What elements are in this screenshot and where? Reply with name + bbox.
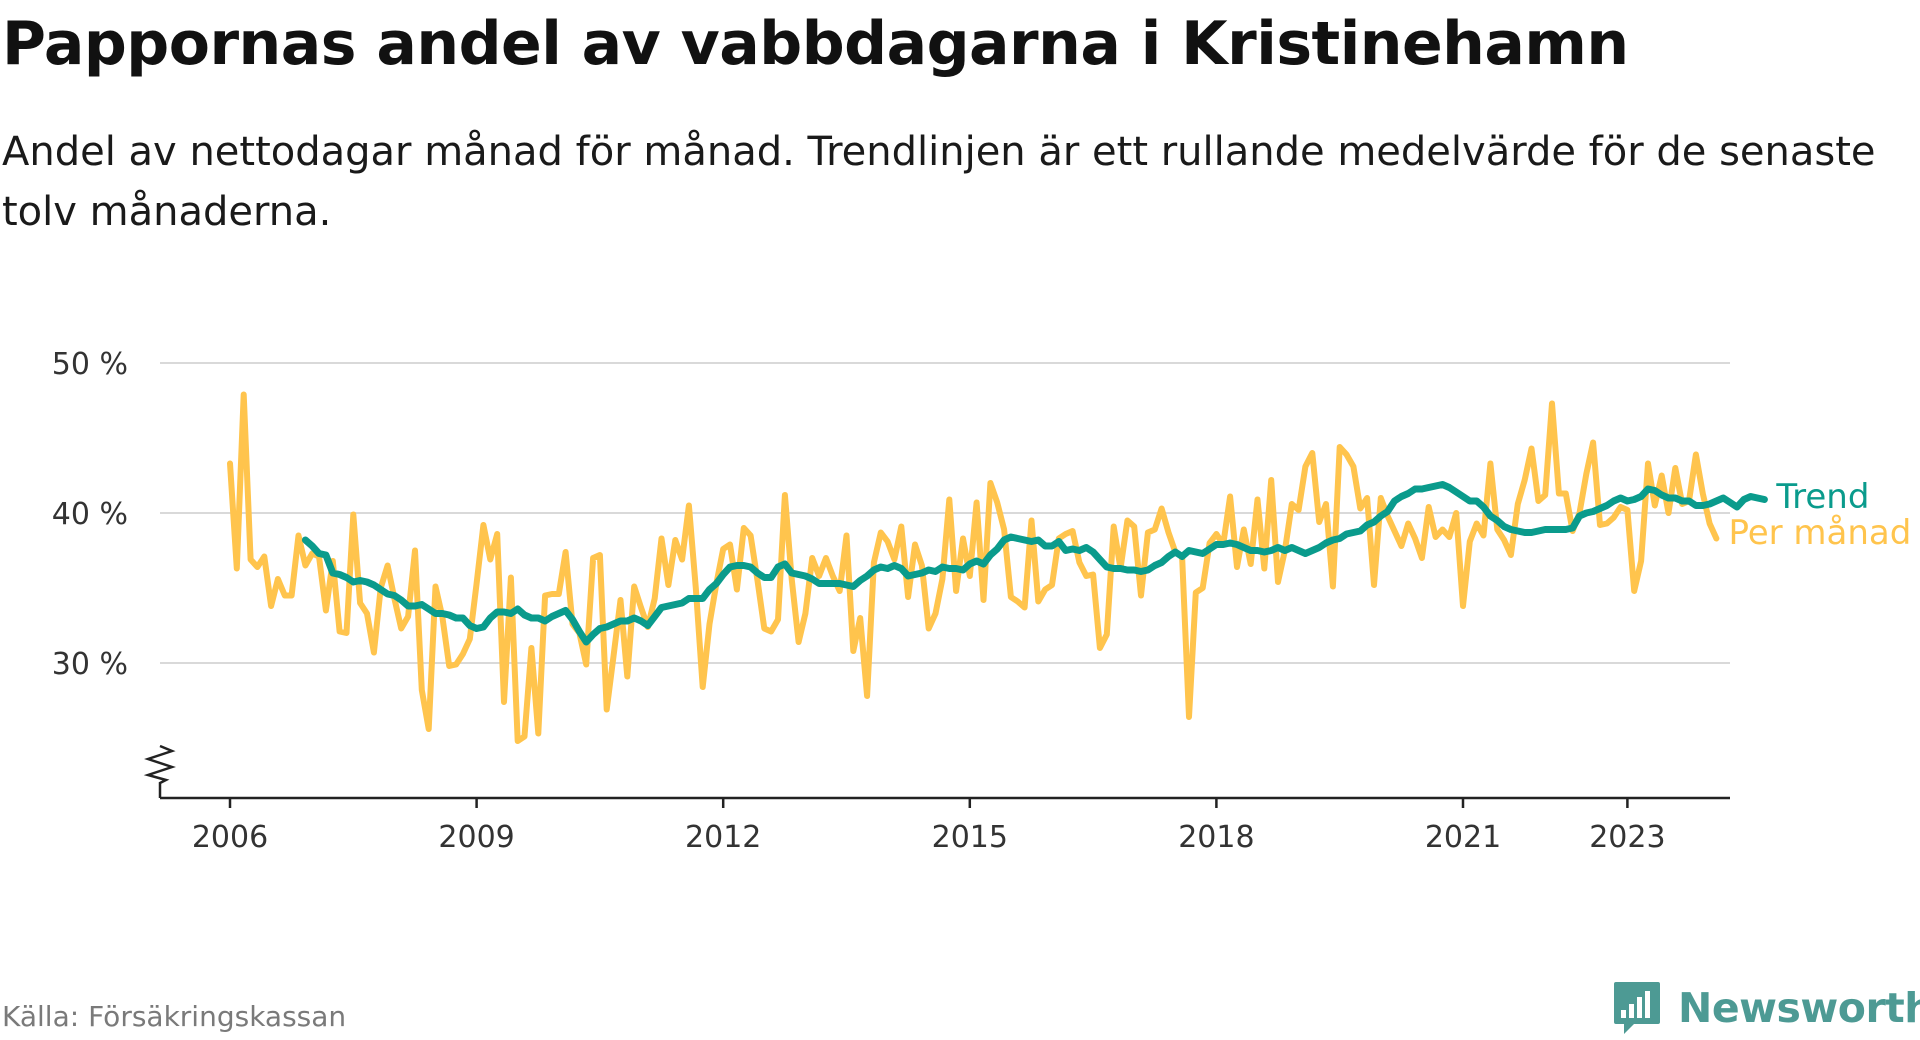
x-tick-label: 2009 (438, 820, 514, 855)
y-tick-label: 40 % (52, 497, 128, 532)
series-lines (227, 391, 1768, 744)
x-tick-label: 2023 (1589, 820, 1665, 855)
trend-series-label: Trend (1775, 477, 1869, 517)
y-tick-label: 50 % (52, 347, 128, 382)
x-tick-label: 2006 (192, 820, 268, 855)
trend-series-line (301, 481, 1768, 646)
x-tick-label: 2012 (685, 820, 761, 855)
source-note: Källa: Försäkringskassan (2, 1000, 347, 1033)
x-tick-label: 2015 (932, 820, 1008, 855)
chart-subtitle: Andel av nettodagar månad för månad. Tre… (2, 129, 1876, 235)
newsworthy-logo-icon (1614, 982, 1660, 1034)
brand-name: Newsworthy (1678, 984, 1920, 1032)
monthly-series-label: Per månad (1728, 513, 1911, 553)
monthly-series-line (227, 391, 1720, 744)
axes: 30 % 40 % 50 % 2006 2009 2012 2015 2018 2021 2023 (52, 347, 1730, 855)
chart-title: Pappornas andel av vabbdagarna i Kristin… (2, 9, 1629, 79)
y-tick-label: 30 % (52, 647, 128, 682)
x-tick-label: 2021 (1425, 820, 1501, 855)
x-tick-label: 2018 (1178, 820, 1254, 855)
zigzag-break-icon (143, 744, 176, 798)
brand-logo: Newsworthy (1612, 980, 1920, 1036)
